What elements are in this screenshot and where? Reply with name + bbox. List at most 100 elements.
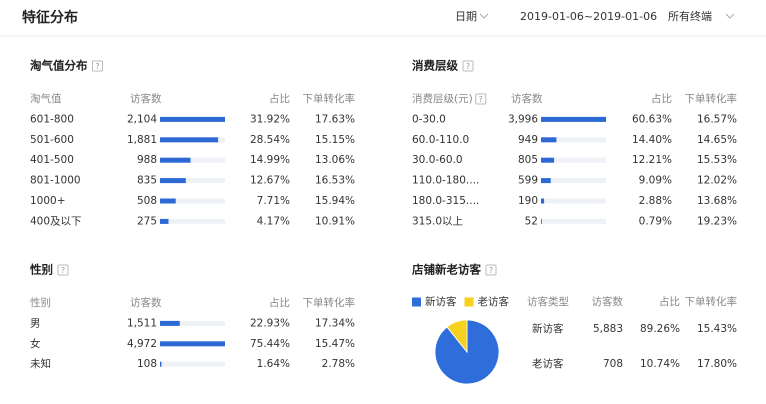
visitor-count: 805	[518, 154, 538, 166]
column-header: 占比	[651, 92, 672, 105]
visitor-count: 52	[525, 215, 538, 227]
bar-track	[160, 198, 225, 204]
bar-track	[541, 157, 606, 163]
help-icon[interactable]: ?	[489, 266, 493, 275]
bar	[541, 157, 555, 163]
share: 14.40%	[632, 134, 672, 146]
help-icon[interactable]: ?	[479, 95, 483, 104]
visitor-count: 108	[137, 358, 157, 370]
column-header: 性别	[30, 296, 51, 309]
bar	[160, 341, 225, 347]
column-header: 占比	[269, 296, 290, 309]
page-title: 特征分布	[22, 9, 78, 26]
row-label: 未知	[30, 357, 51, 370]
bar-track	[160, 361, 225, 367]
date-chevron[interactable]	[479, 13, 489, 19]
column-header: 占比	[659, 295, 680, 308]
conversion: 17.34%	[315, 317, 355, 329]
row-label: 400及以下	[30, 215, 82, 227]
share: 28.54%	[250, 134, 290, 146]
conversion: 15.43%	[697, 323, 737, 335]
terminal-select[interactable]: 所有终端	[668, 9, 712, 23]
help-icon-box[interactable]	[475, 93, 487, 105]
help-icon[interactable]: ?	[466, 62, 470, 71]
bar	[160, 137, 219, 143]
share: 31.92%	[250, 113, 290, 125]
conversion: 13.06%	[315, 154, 355, 166]
help-icon-box[interactable]	[462, 60, 474, 72]
conversion: 17.80%	[697, 358, 737, 370]
column-header: 访客数	[511, 92, 543, 105]
share: 14.99%	[250, 154, 290, 166]
share: 10.74%	[640, 358, 680, 370]
row-label: 1000+	[30, 195, 66, 207]
conversion: 10.91%	[315, 215, 355, 227]
section-title: 性别	[30, 263, 53, 277]
share: 89.26%	[640, 323, 680, 335]
conversion: 15.47%	[315, 338, 355, 350]
bar	[160, 157, 191, 163]
visitor-count: 508	[137, 195, 157, 207]
legend-label[interactable]: 新访客	[425, 295, 457, 308]
row-label: 0-30.0	[412, 113, 446, 125]
conversion: 13.68%	[697, 195, 737, 207]
column-header: 访客数	[130, 92, 162, 105]
row-label: 老访客	[532, 357, 564, 370]
visitor-count: 4,972	[127, 338, 157, 350]
column-header: 消费层级(元)	[412, 92, 473, 105]
bar-track	[541, 137, 606, 143]
row-label: 男	[30, 317, 41, 329]
pie-slice[interactable]	[446, 319, 468, 354]
help-icon-box[interactable]	[92, 60, 103, 72]
bar-track	[541, 198, 606, 204]
visitor-count: 949	[518, 134, 538, 146]
help-icon-box[interactable]	[57, 264, 69, 276]
row-label: 601-800	[30, 113, 74, 125]
share: 12.67%	[250, 175, 290, 187]
legend-swatch[interactable]	[464, 297, 474, 307]
row-label: 501-600	[30, 134, 74, 146]
visitor-count: 2,104	[127, 113, 157, 125]
share: 2.88%	[639, 195, 672, 207]
visitor-count: 5,883	[593, 323, 623, 335]
visitor-count: 708	[603, 358, 623, 370]
visitor-count: 988	[137, 154, 157, 166]
bar-track	[160, 320, 225, 326]
share: 12.21%	[632, 154, 672, 166]
bar	[541, 178, 551, 184]
terminal-chevron[interactable]	[725, 13, 735, 19]
share: 9.09%	[639, 175, 672, 187]
row-label: 女	[30, 337, 41, 350]
bar	[541, 137, 557, 143]
conversion: 14.65%	[697, 134, 737, 146]
bar	[160, 320, 180, 326]
visitor-count: 275	[137, 215, 157, 227]
row-label: 180.0-315....	[412, 195, 479, 207]
bar	[160, 116, 225, 122]
help-icon[interactable]: ?	[61, 266, 65, 275]
row-label: 30.0-60.0	[412, 154, 463, 166]
conversion: 15.15%	[315, 134, 355, 146]
conversion: 16.53%	[315, 175, 355, 187]
date-label[interactable]: 日期	[455, 10, 477, 23]
conversion: 12.02%	[697, 175, 737, 187]
row-label: 401-500	[30, 154, 74, 166]
section-title: 店铺新老访客	[412, 263, 481, 277]
bar-track	[541, 178, 606, 184]
row-label: 801-1000	[30, 175, 81, 187]
date-range[interactable]: 2019-01-06~2019-01-06	[520, 10, 657, 23]
bar-track	[160, 178, 225, 184]
visitor-count: 190	[518, 195, 538, 207]
legend-label[interactable]: 老访客	[478, 295, 510, 308]
legend-swatch[interactable]	[412, 297, 421, 307]
bar	[160, 178, 186, 184]
visitor-count: 599	[518, 175, 538, 187]
help-icon-box[interactable]	[485, 264, 497, 276]
share: 1.64%	[257, 358, 290, 370]
share: 22.93%	[250, 317, 290, 329]
share: 7.71%	[257, 195, 290, 207]
help-icon[interactable]: ?	[95, 62, 99, 71]
section-title: 消费层级	[412, 59, 458, 73]
bar-track	[160, 157, 225, 163]
